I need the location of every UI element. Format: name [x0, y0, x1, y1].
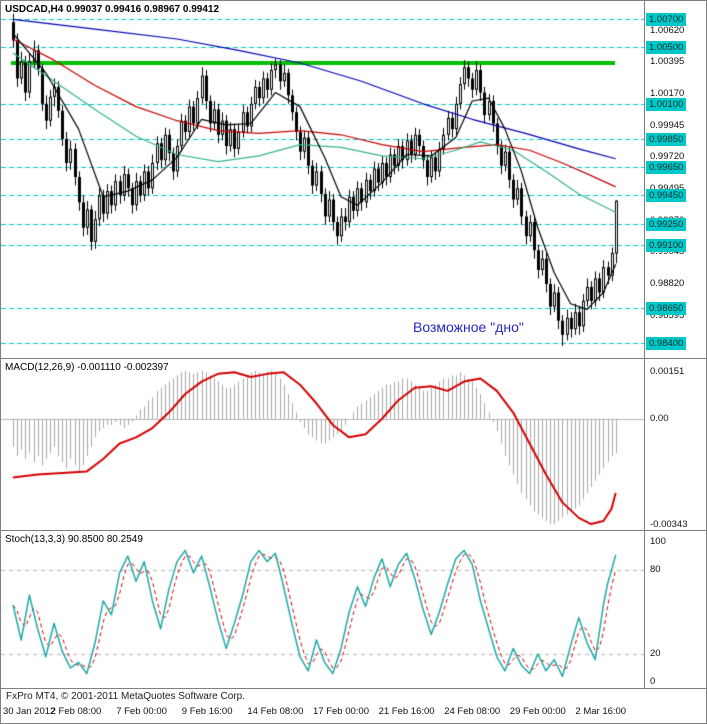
price-tick-label: 0.99720 — [650, 151, 685, 163]
macd-tick-label: 0.00151 — [650, 366, 685, 377]
macd-axis[interactable]: 0.00151 0.00 -0.00343 — [644, 359, 706, 530]
macd-title: MACD(12,26,9) -0.001110 -0.002397 — [5, 362, 169, 373]
time-axis-label: 14 Feb 08:00 — [247, 706, 304, 717]
price-level-badge: 0.98400 — [646, 337, 687, 351]
price-tick-label: 0.98595 — [650, 309, 685, 321]
price-level-badge: 0.98650 — [646, 302, 687, 315]
stochastic-canvas[interactable] — [1, 531, 644, 688]
copyright-notice: FxPro MT4, © 2001-2011 MetaQuotes Softwa… — [6, 691, 245, 702]
macd-panel: MACD(12,26,9) -0.001110 -0.002397 0.0015… — [1, 358, 706, 530]
time-axis-label: 24 Feb 08:00 — [444, 706, 501, 717]
price-level-badge: 1.00500 — [646, 41, 687, 55]
price-level-badge: 0.99650 — [646, 161, 687, 175]
price-level-badge: 0.99450 — [646, 189, 687, 203]
chart-title: USDCAD,H4 0.99037 0.99416 0.98967 0.9941… — [5, 4, 220, 15]
price-tick-label: 0.99945 — [650, 119, 685, 131]
time-axis-label: 29 Feb 00:00 — [509, 706, 566, 717]
stoch-tick-label: 0 — [650, 676, 656, 687]
macd-tick-label: 0.00 — [650, 412, 669, 424]
stoch-tick-label: 20 — [650, 648, 661, 659]
time-axis-label: 2 Feb 08:00 — [50, 706, 102, 717]
price-level-badge: 0.99850 — [646, 133, 687, 146]
price-tick-label: 0.99045 — [650, 246, 685, 258]
stochastic-title: Stoch(13,3,3) 90.8500 80.2549 — [5, 534, 143, 545]
price-level-badge: 1.00700 — [646, 13, 687, 27]
time-axis-label: 9 Feb 16:00 — [181, 706, 233, 717]
price-tick-label: 1.00170 — [650, 87, 685, 99]
stoch-tick-label: 80 — [650, 564, 661, 575]
price-chart-panel: USDCAD,H4 0.99037 0.99416 0.98967 0.9941… — [1, 1, 706, 358]
time-axis-label: 17 Feb 00:00 — [313, 706, 369, 717]
macd-tick-label: -0.00343 — [650, 519, 688, 530]
time-axis-strip[interactable]: FxPro MT4, © 2001-2011 MetaQuotes Softwa… — [1, 688, 706, 723]
price-level-badge: 0.99250 — [646, 217, 687, 231]
price-tick-label: 0.98820 — [650, 278, 685, 290]
macd-canvas[interactable] — [1, 359, 644, 530]
price-axis[interactable]: 1.00620 1.00395 1.00170 0.99945 0.99720 0.994… — [644, 1, 706, 358]
stochastic-panel: Stoch(13,3,3) 90.8500 80.2549 100 80 20 0 — [1, 530, 706, 688]
price-chart-canvas[interactable] — [1, 1, 644, 358]
price-tick-label: 1.00620 — [650, 24, 685, 36]
time-axis-label: 21 Feb 16:00 — [378, 706, 435, 717]
price-level-badge: 0.99100 — [646, 238, 687, 252]
stochastic-axis[interactable]: 100 80 20 0 — [644, 531, 706, 688]
price-tick-label: 0.99495 — [650, 183, 684, 195]
time-axis-label: 30 Jan 2012 — [3, 706, 56, 717]
time-axis-label: 2 Mar 16:00 — [575, 706, 627, 717]
time-axis-label: 7 Feb 00:00 — [116, 706, 167, 717]
price-level-badge: 1.00100 — [646, 97, 687, 111]
stoch-tick-label: 100 — [650, 536, 666, 547]
chart-annotation-text[interactable]: Возможное "дно" — [413, 319, 524, 335]
price-tick-label: 1.00395 — [650, 56, 685, 68]
